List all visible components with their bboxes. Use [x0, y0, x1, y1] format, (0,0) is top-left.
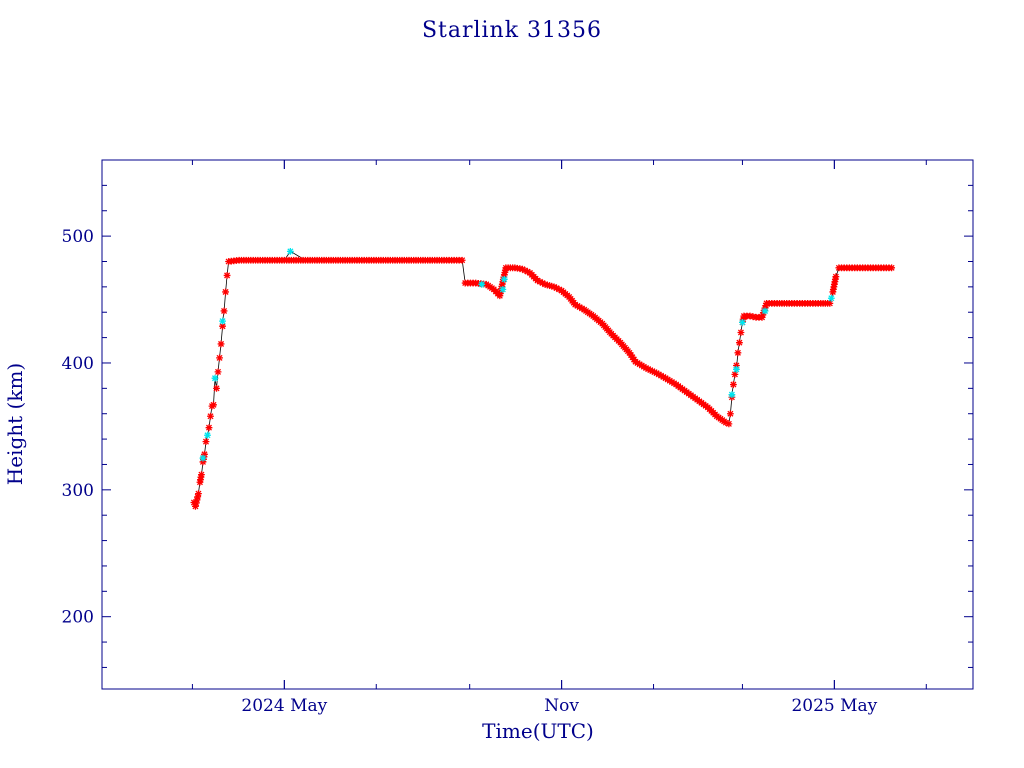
- data-point: [195, 490, 202, 498]
- y-tick-label: 400: [62, 354, 94, 374]
- data-point: [726, 410, 734, 418]
- data-point: [657, 372, 665, 380]
- data-point: [211, 374, 219, 382]
- data-point: [642, 364, 650, 372]
- data-point: [199, 454, 207, 462]
- data-point: [733, 365, 740, 373]
- y-tick-label: 200: [62, 608, 94, 628]
- data-point: [499, 285, 507, 293]
- data-point: [578, 305, 586, 312]
- data-point: [734, 349, 742, 357]
- data-point: [534, 277, 541, 284]
- data-point: [832, 273, 840, 281]
- data-point: [207, 412, 214, 420]
- main-points: [190, 256, 896, 510]
- data-point: [216, 354, 223, 362]
- chart-title: Starlink 31356: [422, 18, 602, 43]
- data-point: [194, 493, 202, 501]
- data-point: [553, 284, 560, 292]
- data-point: [519, 265, 526, 273]
- data-point: [500, 275, 508, 283]
- data-point: [478, 280, 486, 288]
- data-point: [655, 370, 663, 378]
- data-point: [731, 370, 739, 378]
- data-point: [222, 288, 229, 296]
- tick-labels: 200 300 400 500 2024 May Nov 2025 May: [62, 227, 878, 716]
- trajectory-line: [193, 250, 892, 508]
- data-point: [730, 381, 737, 388]
- data-point: [524, 268, 531, 276]
- data-point: [651, 368, 658, 376]
- data-point: [193, 496, 201, 504]
- data-point: [646, 366, 654, 374]
- data-point: [539, 279, 546, 287]
- data-point: [550, 283, 558, 291]
- data-point: [213, 384, 220, 392]
- data-point: [739, 315, 747, 323]
- data-point: [722, 419, 730, 426]
- data-point: [659, 373, 667, 381]
- data-point: [198, 471, 205, 479]
- data-point: [733, 362, 740, 369]
- data-point: [728, 391, 736, 399]
- data-point: [739, 318, 746, 326]
- data-point: [644, 365, 652, 373]
- data-point: [827, 294, 835, 302]
- x-tick-label: 2025 May: [791, 696, 877, 716]
- data-point: [202, 438, 210, 446]
- y-tick-label: 300: [62, 481, 94, 501]
- data-point: [192, 502, 199, 510]
- data-point: [576, 303, 584, 311]
- data-point: [826, 299, 834, 307]
- data-point: [201, 450, 208, 458]
- data-point: [192, 499, 200, 507]
- x-axis-label: Time(UTC): [482, 719, 594, 743]
- x-tick-label: Nov: [544, 696, 579, 716]
- data-point: [725, 420, 733, 428]
- data-point: [762, 302, 770, 310]
- data-layer: [190, 247, 896, 510]
- x-tick-label: 2024 May: [241, 696, 327, 716]
- data-point: [759, 311, 767, 319]
- data-point: [220, 307, 228, 315]
- data-point: [736, 339, 743, 347]
- data-point: [653, 369, 660, 377]
- data-point: [758, 313, 766, 321]
- data-point: [761, 307, 769, 315]
- plot-frame: [101, 159, 974, 690]
- data-point: [571, 301, 579, 309]
- data-point: [555, 285, 563, 293]
- data-point: [210, 401, 217, 409]
- data-point: [217, 340, 225, 348]
- data-point: [536, 278, 544, 286]
- data-point: [204, 431, 211, 439]
- data-point: [286, 247, 294, 255]
- data-point: [888, 264, 896, 272]
- data-point: [223, 272, 231, 279]
- y-tick-label: 500: [62, 227, 94, 247]
- data-point: [648, 367, 656, 375]
- data-point: [737, 329, 745, 336]
- data-point: [521, 266, 529, 274]
- data-point: [458, 256, 466, 264]
- y-axis-label: Height (km): [3, 363, 27, 485]
- data-point: [574, 302, 581, 310]
- axis-ticks: [102, 160, 973, 689]
- alt-points: [199, 247, 835, 462]
- data-point: [214, 368, 222, 376]
- data-point: [205, 424, 213, 432]
- data-point: [219, 322, 226, 330]
- data-point: [219, 317, 226, 325]
